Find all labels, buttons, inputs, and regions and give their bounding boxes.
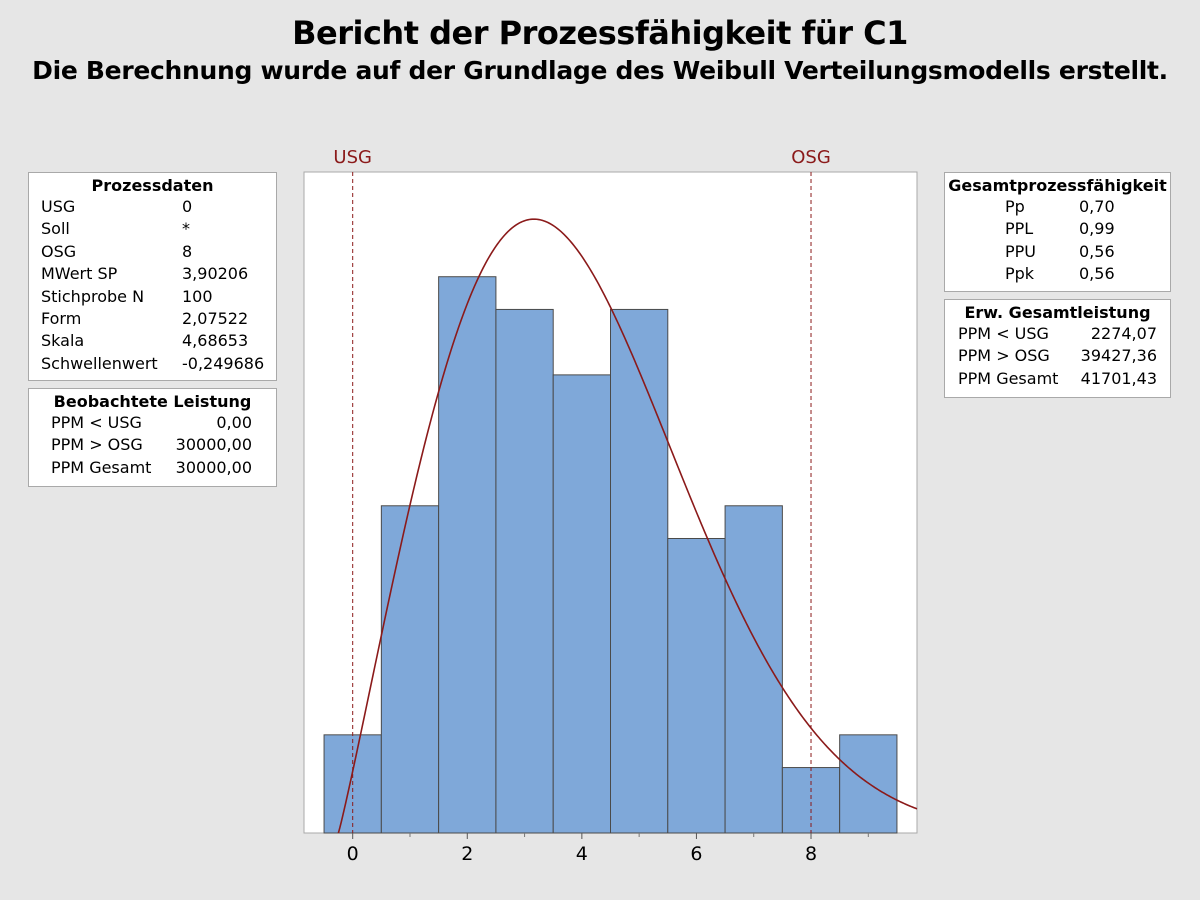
row-value: * bbox=[182, 219, 190, 239]
row-label: Pp bbox=[1005, 197, 1025, 216]
row-value: -0,249686 bbox=[182, 353, 265, 373]
x-tick-label: 8 bbox=[805, 843, 817, 865]
row-label: PPM Gesamt bbox=[51, 457, 152, 477]
row-label: Ppk bbox=[1005, 264, 1035, 284]
erwartete-leistung-row: PPM < USG 2274,07 bbox=[945, 323, 1170, 345]
row-label: Stichprobe N bbox=[41, 286, 145, 306]
histogram-bar bbox=[438, 276, 497, 834]
row-value: 2274,07 bbox=[1090, 324, 1157, 343]
row-value: 0,56 bbox=[1079, 241, 1115, 261]
beobachtete-leistung-row: PPM < USG 0,00 bbox=[29, 412, 276, 434]
row-value: 0,56 bbox=[1079, 264, 1115, 284]
row-value: 41701,43 bbox=[1080, 368, 1157, 388]
row-value: 0,70 bbox=[1079, 197, 1115, 216]
row-label: PPL bbox=[1005, 219, 1034, 239]
spec-limit-label-usg: USG bbox=[333, 147, 372, 168]
prozessdaten-row: Form 2,07522 bbox=[29, 308, 276, 330]
prozessdaten-row: Schwellenwert -0,249686 bbox=[29, 353, 276, 375]
row-label: MWert SP bbox=[41, 264, 118, 284]
prozessdaten-row: USG 0 bbox=[29, 196, 276, 218]
row-label: Form bbox=[41, 308, 82, 328]
row-label: Skala bbox=[41, 331, 85, 351]
row-value: 30000,00 bbox=[175, 457, 252, 477]
panel-beobachtete-leistung-header: Beobachtete Leistung bbox=[53, 392, 252, 411]
beobachtete-leistung-row: PPM > OSG 30000,00 bbox=[29, 434, 276, 456]
erwartete-leistung-row: PPM Gesamt 41701,43 bbox=[945, 368, 1170, 390]
panel-erwartete-leistung: Erw. Gesamtleistung PPM < USG 2274,07 PPM … bbox=[944, 299, 1171, 398]
row-label: PPM < USG bbox=[958, 324, 1049, 343]
x-tick-label: 0 bbox=[347, 843, 359, 865]
erwartete-leistung-row: PPM > OSG 39427,36 bbox=[945, 345, 1170, 367]
histogram-bar bbox=[610, 308, 669, 834]
row-label: PPM Gesamt bbox=[958, 368, 1059, 388]
row-value: 2,07522 bbox=[182, 308, 249, 328]
row-value: 8 bbox=[182, 241, 193, 261]
beobachtete-leistung-row: PPM Gesamt 30000,00 bbox=[29, 457, 276, 479]
gesamtprozessfaehigkeit-row: PPU 0,56 bbox=[945, 241, 1170, 263]
row-value: 39427,36 bbox=[1080, 346, 1157, 366]
x-tick-label: 4 bbox=[576, 843, 588, 865]
histogram-bar bbox=[781, 767, 841, 834]
panel-gesamtprozessfaehigkeit: Gesamtprozessfähigkeit Pp 0,70 PPL 0,99 PPU 0… bbox=[944, 172, 1171, 292]
histogram-bar bbox=[724, 505, 783, 834]
report-title: Bericht der Prozessfähigkeit für C1 bbox=[292, 14, 908, 52]
row-value: 4,68653 bbox=[182, 331, 249, 351]
row-label: PPU bbox=[1005, 241, 1037, 261]
row-label: Soll bbox=[41, 219, 70, 239]
row-value: 0,00 bbox=[216, 413, 252, 432]
row-value: 0,99 bbox=[1079, 219, 1115, 239]
row-value: 0 bbox=[182, 197, 193, 216]
row-value: 100 bbox=[182, 286, 213, 306]
prozessdaten-row: Skala 4,68653 bbox=[29, 330, 276, 352]
row-label: USG bbox=[41, 197, 76, 216]
row-label: OSG bbox=[41, 241, 77, 261]
x-tick-label: 2 bbox=[461, 843, 473, 865]
row-label: PPM > OSG bbox=[51, 435, 143, 455]
gesamtprozessfaehigkeit-row: Ppk 0,56 bbox=[945, 263, 1170, 285]
weibull-fit-curve bbox=[337, 218, 918, 834]
histogram-bar bbox=[667, 537, 726, 834]
x-tick-label: 6 bbox=[690, 843, 702, 865]
panel-prozessdaten-header: Prozessdaten bbox=[91, 176, 214, 195]
histogram-bar bbox=[380, 505, 440, 834]
prozessdaten-row: MWert SP 3,90206 bbox=[29, 263, 276, 285]
row-value: 30000,00 bbox=[175, 435, 252, 455]
histogram-bar bbox=[495, 308, 554, 834]
gesamtprozessfaehigkeit-row: Pp 0,70 bbox=[945, 196, 1170, 218]
row-value: 3,90206 bbox=[182, 264, 249, 284]
prozessdaten-row: OSG 8 bbox=[29, 241, 276, 263]
panel-prozessdaten: Prozessdaten USG 0 Soll * OSG 8 MWert SP 3,9020… bbox=[28, 172, 277, 381]
prozessdaten-row: Soll * bbox=[29, 218, 276, 240]
row-label: PPM < USG bbox=[51, 413, 142, 432]
panel-beobachtete-leistung: Beobachtete Leistung PPM < USG 0,00 PPM > … bbox=[28, 388, 277, 487]
spec-limit-label-osg: OSG bbox=[791, 147, 831, 168]
row-label: Schwellenwert bbox=[41, 353, 158, 373]
row-label: PPM > OSG bbox=[958, 346, 1050, 366]
histogram-bar bbox=[552, 374, 611, 834]
report-subtitle: Die Berechnung wurde auf der Grundlage d… bbox=[32, 56, 1168, 85]
gesamtprozessfaehigkeit-row: PPL 0,99 bbox=[945, 218, 1170, 240]
prozessdaten-row: Stichprobe N 100 bbox=[29, 286, 276, 308]
panel-gesamtprozessfaehigkeit-header: Gesamtprozessfähigkeit bbox=[948, 176, 1167, 195]
panel-erwartete-leistung-header: Erw. Gesamtleistung bbox=[964, 303, 1151, 322]
